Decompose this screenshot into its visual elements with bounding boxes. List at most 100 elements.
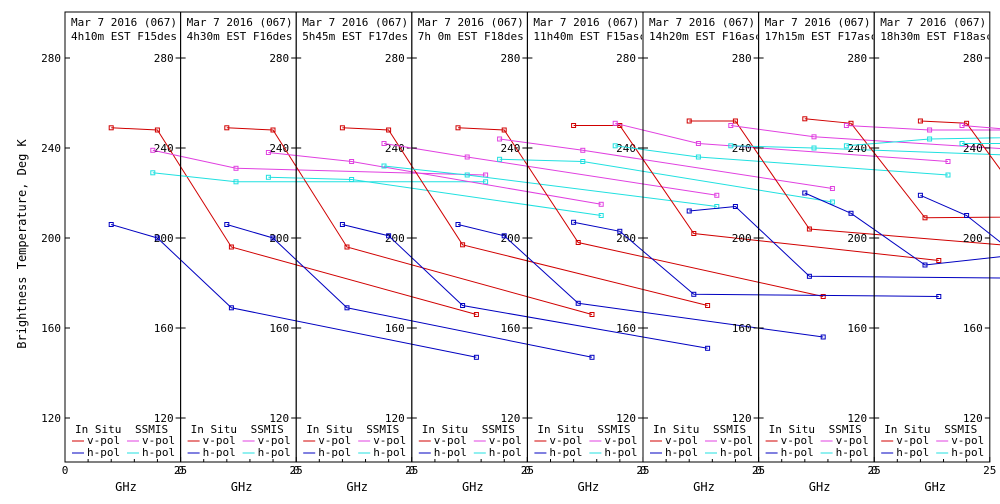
panel-title: Mar 7 2016 (067) bbox=[187, 16, 293, 29]
x-tick-label: 0 bbox=[640, 464, 647, 477]
y-tick-label: 200 bbox=[616, 232, 636, 245]
x-axis-label: GHz bbox=[924, 480, 946, 494]
series-line-insitu_h bbox=[111, 224, 477, 358]
legend-label-ssmis_h: h-pol bbox=[720, 446, 753, 459]
y-tick-label-left: 120 bbox=[41, 412, 61, 425]
x-tick-label: 25 bbox=[405, 464, 418, 477]
data-point-ssmis_h bbox=[598, 213, 604, 218]
y-tick-label: 280 bbox=[732, 52, 752, 65]
data-point-ssmis_v bbox=[959, 123, 965, 128]
legend-label-ssmis_v: v-pol bbox=[373, 434, 406, 447]
y-tick-label-left: 280 bbox=[41, 52, 61, 65]
data-point-insitu_v bbox=[936, 258, 942, 263]
y-tick-label: 120 bbox=[154, 412, 174, 425]
legend-label-insitu_v: v-pol bbox=[549, 434, 582, 447]
legend-label-ssmis_v: v-pol bbox=[489, 434, 522, 447]
legend-label-ssmis_v: v-pol bbox=[951, 434, 984, 447]
panel-title: Mar 7 2016 (067) bbox=[533, 16, 639, 29]
data-point-ssmis_v bbox=[233, 165, 239, 171]
x-axis-label: GHz bbox=[346, 480, 368, 494]
data-point-ssmis_v bbox=[714, 192, 720, 198]
y-tick-label: 160 bbox=[616, 322, 636, 335]
data-point-insitu_h bbox=[575, 300, 581, 306]
data-point-insitu_v bbox=[473, 312, 479, 317]
data-point-insitu_v bbox=[228, 244, 234, 250]
x-tick-label: 0 bbox=[524, 464, 531, 477]
legend-header-ssmis: SSMIS bbox=[829, 423, 862, 436]
data-point-ssmis_h bbox=[811, 145, 817, 151]
panel-title: Mar 7 2016 (067) bbox=[302, 16, 408, 29]
y-tick-label-left: 240 bbox=[41, 142, 61, 155]
data-point-insitu_v bbox=[589, 312, 595, 317]
series-line-ssmis_h bbox=[268, 176, 602, 216]
legend-label-insitu_v: v-pol bbox=[434, 434, 467, 447]
y-tick-label: 240 bbox=[963, 142, 983, 155]
series-line-ssmis_v bbox=[499, 138, 833, 189]
series-line-insitu_v bbox=[804, 118, 1000, 219]
y-tick-label: 160 bbox=[963, 322, 983, 335]
series-line-insitu_v bbox=[457, 127, 824, 297]
legend-header-ssmis: SSMIS bbox=[482, 423, 515, 436]
data-point-insitu_v bbox=[339, 125, 345, 131]
y-tick-label: 200 bbox=[963, 232, 983, 245]
data-point-ssmis_h bbox=[728, 143, 734, 149]
x-tick-label: 25 bbox=[983, 464, 996, 477]
y-tick-label: 240 bbox=[501, 142, 521, 155]
data-point-insitu_h bbox=[386, 233, 392, 239]
data-point-ssmis_h bbox=[349, 177, 355, 182]
legend-header-insitu: In Situ bbox=[537, 423, 583, 436]
legend-header-insitu: In Situ bbox=[422, 423, 468, 436]
data-point-ssmis_h bbox=[959, 141, 965, 146]
data-point-insitu_h bbox=[228, 305, 234, 311]
data-point-insitu_v bbox=[501, 127, 507, 133]
data-point-insitu_h bbox=[270, 235, 276, 241]
series-line-insitu_v bbox=[226, 127, 593, 315]
y-tick-label: 120 bbox=[269, 412, 289, 425]
data-point-ssmis_v bbox=[464, 154, 470, 160]
y-tick-label: 240 bbox=[732, 142, 752, 155]
data-point-insitu_v bbox=[617, 123, 623, 128]
data-point-insitu_h bbox=[922, 262, 928, 268]
data-point-ssmis_h bbox=[612, 143, 618, 149]
panel-subtitle: 11h40m EST F15asc bbox=[533, 30, 646, 43]
data-point-insitu_h bbox=[501, 233, 507, 239]
panel-subtitle: 14h20m EST F16asc bbox=[649, 30, 762, 43]
y-tick-label: 120 bbox=[847, 412, 867, 425]
x-tick-label: 0 bbox=[177, 464, 184, 477]
legend-header-ssmis: SSMIS bbox=[366, 423, 399, 436]
series-line-insitu_h bbox=[689, 205, 1000, 279]
data-point-ssmis_h bbox=[464, 172, 470, 178]
y-tick-label: 160 bbox=[154, 322, 174, 335]
data-point-ssmis_h bbox=[150, 170, 156, 176]
y-tick-label: 160 bbox=[269, 322, 289, 335]
series-line-insitu_v bbox=[342, 127, 708, 306]
data-point-insitu_v bbox=[344, 244, 350, 250]
y-tick-label: 280 bbox=[501, 52, 521, 65]
legend-header-insitu: In Situ bbox=[769, 423, 815, 436]
legend-label-ssmis_h: h-pol bbox=[836, 446, 869, 459]
data-point-ssmis_v bbox=[945, 159, 951, 164]
legend-label-ssmis_v: v-pol bbox=[258, 434, 291, 447]
data-point-ssmis_v bbox=[695, 141, 701, 146]
panel-title: Mar 7 2016 (067) bbox=[71, 16, 177, 29]
y-tick-label: 200 bbox=[501, 232, 521, 245]
y-tick-label: 280 bbox=[269, 52, 289, 65]
legend-label-ssmis_h: h-pol bbox=[142, 446, 175, 459]
data-point-ssmis_h bbox=[945, 172, 951, 178]
y-tick-label: 200 bbox=[385, 232, 405, 245]
data-point-insitu_h bbox=[617, 228, 623, 234]
legend-label-insitu_h: h-pol bbox=[549, 446, 582, 459]
data-point-insitu_v bbox=[575, 240, 581, 245]
legend-label-insitu_v: v-pol bbox=[87, 434, 120, 447]
series-line-insitu_h bbox=[920, 194, 1000, 243]
legend-label-insitu_h: h-pol bbox=[87, 446, 120, 459]
data-point-insitu_v bbox=[386, 127, 392, 133]
series-line-insitu_h bbox=[804, 192, 1000, 266]
x-tick-label: 25 bbox=[290, 464, 303, 477]
data-point-insitu_h bbox=[802, 190, 808, 196]
data-point-insitu_h bbox=[686, 208, 692, 214]
data-point-insitu_h bbox=[917, 192, 923, 198]
series-line-ssmis_v bbox=[846, 125, 1000, 131]
x-tick-label: 25 bbox=[521, 464, 534, 477]
data-point-ssmis_v bbox=[150, 147, 156, 153]
